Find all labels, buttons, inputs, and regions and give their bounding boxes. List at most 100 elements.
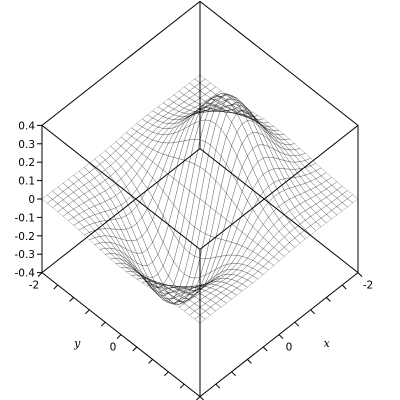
surface-patch [168,283,180,299]
surface-patch [199,78,211,88]
surface-patch [73,213,85,223]
surface-patch [288,155,301,163]
surface-patch [114,258,128,265]
surface-patch [162,142,175,157]
surface-patch [146,276,159,289]
y-tick [132,346,138,352]
surface-patch [184,113,195,119]
surface-patch [268,224,280,238]
surface-patch [178,286,190,289]
surface-patch [152,151,164,167]
surface-patch [104,235,117,245]
surface-patch [288,143,301,150]
surface-patch [347,194,359,204]
surface-patch [268,129,280,136]
surface-patch [209,101,222,108]
surface-patch [57,199,69,209]
surface-patch [225,104,238,110]
surface-patch [110,171,122,184]
surface-patch [131,123,143,132]
surface-patch [184,113,195,117]
surface-patch [94,242,106,250]
surface-patch [146,280,159,285]
surface-patch [226,172,238,201]
surface-patch [247,225,259,241]
surface-patch [136,271,148,280]
y-tick [69,297,74,302]
surface-patch [183,286,196,291]
surface-patch [257,121,269,132]
z-tick-label: -0.2 [15,231,36,243]
surface-patch [157,294,169,303]
surface-patch [178,139,190,161]
surface-patch [178,101,190,109]
surface-patch [188,109,201,127]
surface-patch [210,105,222,125]
surface-patch [189,112,201,117]
surface-patch [267,125,280,131]
x-tick [310,309,315,315]
surface-patch [204,299,217,308]
surface-patch [220,295,233,304]
surface-patch [62,187,75,197]
surface-patch [110,195,122,209]
surface-patch [299,219,311,231]
surface-patch [283,232,296,243]
surface-patch [247,116,259,121]
surface-patch [152,141,164,153]
surface-patch [126,263,137,272]
surface-patch [257,124,269,140]
surface-patch [199,310,211,320]
surface-patch [157,116,169,123]
surface-patch [173,289,185,302]
surface-patch [257,257,269,267]
surface-patch [247,108,259,122]
surface-patch [215,215,227,240]
surface-patch [214,93,228,98]
surface-patch [288,161,301,170]
surface-patch [136,134,148,144]
surface-patch [246,260,259,269]
surface-patch [210,210,222,239]
surface-patch [236,283,248,292]
surface-patch [46,190,59,200]
surface-patch [205,275,216,287]
surface-patch [188,289,201,296]
x-tick [357,272,363,277]
surface-patch [146,139,159,150]
surface-patch [83,171,96,182]
surface-patch [278,151,291,163]
surface-patch [172,300,186,305]
surface-patch [120,238,133,253]
surface-patch [162,118,175,124]
surface-patch [157,215,169,243]
surface-patch [221,110,232,113]
surface-patch [199,202,211,235]
surface-patch [162,297,175,304]
surface-patch [241,113,254,118]
surface-patch [167,119,180,124]
surface-patch [162,285,175,289]
surface-patch [188,290,201,297]
surface-patch [168,157,180,179]
surface-patch [215,128,227,157]
surface-patch [173,290,185,297]
surface-patch [205,281,216,285]
surface-patch [73,221,85,231]
x-tick [278,334,284,339]
surface-patch [210,255,222,273]
surface-patch [67,208,80,218]
surface-patch [273,130,285,136]
z-tick-label: -0.3 [15,249,36,261]
surface-patch [331,206,343,216]
surface-patch [115,178,127,192]
surface-patch [125,271,138,276]
surface-patch [141,137,153,147]
surface-patch [215,299,227,308]
surface-patch [94,154,106,165]
surface-patch [110,207,122,220]
surface-patch [146,117,159,126]
surface-patch [289,206,301,219]
surface-patch [205,174,217,208]
surface-patch [310,212,322,223]
